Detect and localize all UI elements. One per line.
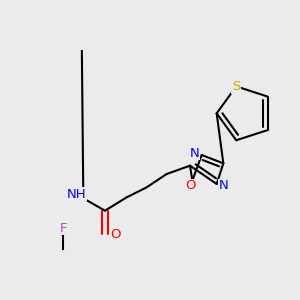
Text: F: F — [60, 222, 67, 235]
Text: NH: NH — [67, 188, 86, 201]
Text: N: N — [190, 147, 199, 160]
Text: O: O — [185, 179, 196, 192]
Text: N: N — [219, 179, 229, 192]
Text: O: O — [110, 227, 120, 241]
Text: S: S — [232, 80, 240, 93]
